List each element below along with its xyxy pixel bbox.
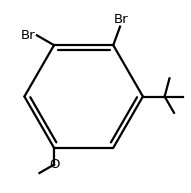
Text: Br: Br (20, 29, 35, 42)
Text: Br: Br (114, 13, 128, 26)
Text: O: O (49, 158, 59, 171)
